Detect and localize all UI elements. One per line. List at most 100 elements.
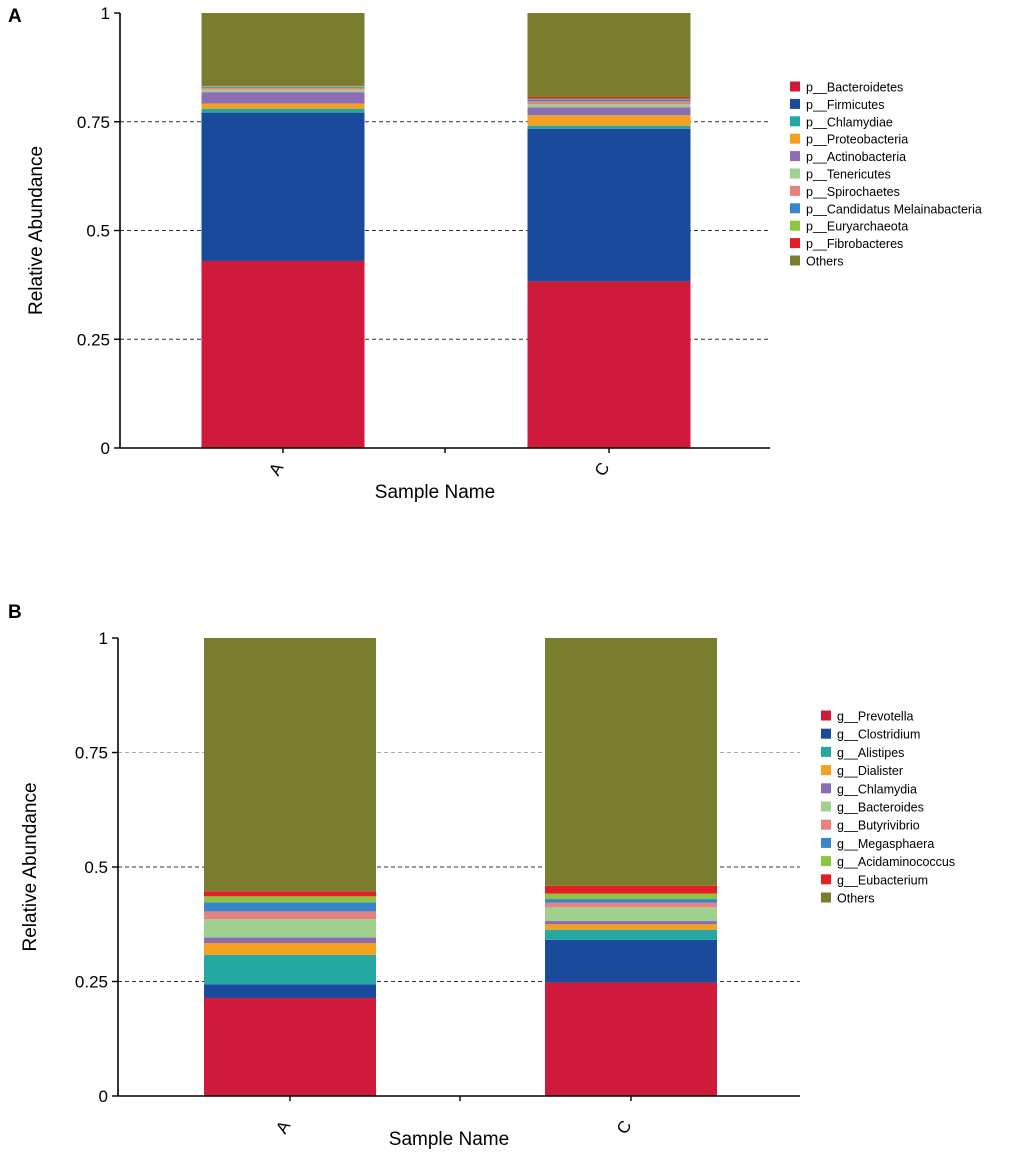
legend-label-5: p__Tenericutes <box>806 168 891 182</box>
legend-label-9: g__Eubacterium <box>837 873 928 887</box>
legend-swatch-4 <box>821 783 831 794</box>
bar-segment-a-g-eubacterium <box>204 891 376 897</box>
legend-swatch-3 <box>821 765 831 776</box>
bar-segment-a-g-butyrivibrio <box>204 911 376 920</box>
legend-swatch-5 <box>821 801 831 812</box>
legend-swatch-2 <box>821 746 831 757</box>
genus-abundance-chart: 0 0.25 0.5 0.75 1 A C Sample Name Relative Abund… <box>20 629 955 1150</box>
legend-label-1: g__Clostridium <box>837 728 920 742</box>
bar-segment-c-g-chlamydia <box>545 921 717 925</box>
legend-label-7: p__Candidatus Melainabacteria <box>806 202 982 216</box>
x-tick-label-a: A <box>272 1117 294 1137</box>
legend-swatch-10 <box>790 255 800 266</box>
bar-segment-c-p-spirochaetes <box>527 101 691 105</box>
bar-segment-a-g-prevotella <box>204 997 376 1096</box>
bar-segment-c-p-actinobacteria <box>527 107 691 116</box>
x-tick-label-c: C <box>613 1117 636 1137</box>
legend-swatch-8 <box>821 856 831 867</box>
legend-label-8: p__Euryarchaeota <box>806 220 908 234</box>
bar-segment-a-others <box>201 13 365 86</box>
legend-label-6: p__Spirochaetes <box>806 185 900 199</box>
legend-swatch-0 <box>790 81 800 92</box>
bar-segment-c-p-fibrobacteres <box>527 96 691 99</box>
legend-label-2: g__Alistipes <box>837 746 904 760</box>
legend-swatch-4 <box>790 151 800 162</box>
bar-segment-c-g-eubacterium <box>545 885 717 894</box>
legend-swatch-9 <box>790 238 800 249</box>
legend-swatch-6 <box>821 819 831 830</box>
bar-segment-c-p-firmicutes <box>527 128 691 282</box>
legend-label-3: p__Proteobacteria <box>806 133 908 147</box>
bar-segment-a-p-euryarchaeota <box>201 86 365 87</box>
legend-label-6: g__Butyrivibrio <box>837 819 920 833</box>
panel-b-letter: B <box>8 602 22 623</box>
y-tick-label-4: 1 <box>99 629 108 648</box>
legend-label-5: g__Bacteroides <box>837 801 924 815</box>
legend-swatch-7 <box>821 837 831 848</box>
bar-segment-c-p-bacteroidetes <box>527 281 691 448</box>
bar-segment-a-g-alistipes <box>204 954 376 985</box>
y-tick-label-3: 0.75 <box>77 113 110 132</box>
bar-segment-c-g-alistipes <box>545 929 717 940</box>
legend-swatch-7 <box>790 203 800 214</box>
bar-segment-c-p-chlamydiae <box>527 125 691 129</box>
bar-segment-c-others <box>545 638 717 886</box>
y-axis-title: Relative Abundance <box>26 146 47 315</box>
legend-label-10: Others <box>837 892 875 906</box>
legend-swatch-3 <box>790 133 800 144</box>
y-axis-title: Relative Abundance <box>20 782 41 951</box>
bar-segment-c-g-acidaminococcus <box>545 893 717 900</box>
bar-segment-c-others <box>527 13 691 97</box>
bar-segment-c-p-euryarchaeota <box>527 98 691 100</box>
y-tick-label-0: 0 <box>101 439 110 458</box>
legend-swatch-1 <box>790 98 800 109</box>
legend-swatch-8 <box>790 220 800 231</box>
bar-segment-c-g-prevotella <box>545 982 717 1096</box>
legend-label-8: g__Acidaminococcus <box>837 855 955 869</box>
bar-segment-a-p-spirochaetes <box>201 87 365 90</box>
bar-segment-a-p-tenericutes <box>201 89 365 93</box>
x-tick-label-c: C <box>591 459 614 479</box>
phylum-abundance-chart: 0 0.25 0.5 0.75 1 A C Sample Name Relative Abund… <box>26 4 982 503</box>
legend-label-0: p__Bacteroidetes <box>806 81 903 95</box>
y-tick-label-2: 0.5 <box>84 858 108 877</box>
y-tick-label-4: 1 <box>101 4 110 23</box>
legend-label-0: g__Prevotella <box>837 710 913 724</box>
y-tick-label-1: 0.25 <box>77 330 110 349</box>
legend-swatch-6 <box>790 185 800 196</box>
bar-segment-a-p-bacteroidetes <box>201 260 365 448</box>
bar-segment-c-g-dialister <box>545 924 717 930</box>
y-tick-label-2: 0.5 <box>86 222 110 241</box>
bar-segment-a-g-chlamydia <box>204 937 376 944</box>
bar-segment-a-g-clostridium <box>204 984 376 998</box>
bar-segment-a-g-dialister <box>204 943 376 955</box>
legend-label-9: p__Fibrobacteres <box>806 237 903 251</box>
bar-segment-c-p-candidatus-melainabacteria <box>527 99 691 102</box>
bar-segment-a-p-firmicutes <box>201 112 365 261</box>
legend-label-3: g__Dialister <box>837 764 903 778</box>
bar-segment-c-p-tenericutes <box>527 104 691 108</box>
legend-label-1: p__Firmicutes <box>806 98 885 112</box>
bar-segment-c-g-clostridium <box>545 939 717 983</box>
y-tick-label-1: 0.25 <box>75 973 108 992</box>
bar-segment-a-others <box>204 638 376 892</box>
legend-swatch-5 <box>790 168 800 179</box>
y-tick-label-0: 0 <box>99 1087 108 1106</box>
legend-label-2: p__Chlamydiae <box>806 115 893 129</box>
bar-segment-a-p-actinobacteria <box>201 92 365 104</box>
bar-segment-c-g-bacteroides <box>545 907 717 922</box>
legend-swatch-1 <box>821 728 831 739</box>
legend-swatch-0 <box>821 710 831 721</box>
legend-label-4: p__Actinobacteria <box>806 150 906 164</box>
legend-label-7: g__Megasphaera <box>837 837 934 851</box>
legend-swatch-2 <box>790 116 800 127</box>
bar-segment-a-p-candidatus-melainabacteria <box>201 86 365 88</box>
bar-segment-a-p-chlamydiae <box>201 108 365 113</box>
bar-segment-c-g-butyrivibrio <box>545 902 717 908</box>
bar-segment-a-g-acidaminococcus <box>204 896 376 903</box>
legend-label-10: Others <box>806 255 844 269</box>
y-tick-label-3: 0.75 <box>75 744 108 763</box>
bar-segment-a-g-bacteroides <box>204 919 376 938</box>
x-axis-title: Sample Name <box>389 1129 509 1150</box>
legend-swatch-10 <box>821 892 831 903</box>
